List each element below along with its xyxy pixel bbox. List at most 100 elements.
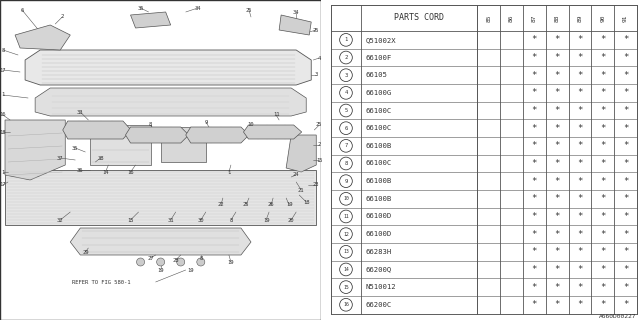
Text: 28: 28: [172, 258, 179, 262]
Text: *: *: [554, 230, 560, 239]
Text: 16: 16: [343, 302, 349, 307]
Text: *: *: [532, 141, 537, 150]
Text: *: *: [600, 141, 605, 150]
Text: *: *: [532, 265, 537, 274]
Polygon shape: [125, 127, 189, 143]
Text: *: *: [623, 230, 628, 239]
Text: 1: 1: [344, 37, 348, 42]
Polygon shape: [279, 15, 311, 35]
Text: *: *: [623, 159, 628, 168]
Text: 66100D: 66100D: [366, 213, 392, 220]
Text: *: *: [554, 300, 560, 309]
Text: *: *: [532, 283, 537, 292]
Text: 15: 15: [127, 218, 134, 222]
Text: 30: 30: [198, 218, 204, 222]
Text: 24: 24: [293, 172, 300, 178]
Circle shape: [196, 258, 205, 266]
Polygon shape: [286, 135, 316, 172]
Text: *: *: [600, 194, 605, 203]
Text: 7: 7: [344, 143, 348, 148]
Polygon shape: [243, 125, 301, 139]
Polygon shape: [15, 25, 70, 50]
Text: Q51002X: Q51002X: [366, 37, 397, 43]
Text: *: *: [554, 212, 560, 221]
Text: 21: 21: [298, 188, 305, 193]
Text: *: *: [623, 300, 628, 309]
Text: 8: 8: [344, 161, 348, 166]
Text: 2: 2: [344, 55, 348, 60]
Text: 66105: 66105: [366, 72, 388, 78]
Text: 90: 90: [600, 14, 605, 22]
Text: 18: 18: [0, 130, 6, 134]
Text: *: *: [600, 230, 605, 239]
Text: *: *: [577, 159, 582, 168]
Text: 15: 15: [316, 157, 323, 163]
Text: 88: 88: [555, 14, 559, 22]
Text: A660D00227: A660D00227: [599, 314, 637, 319]
Text: *: *: [554, 71, 560, 80]
Text: *: *: [532, 159, 537, 168]
Text: 25: 25: [246, 7, 252, 12]
Text: *: *: [532, 212, 537, 221]
Text: 89: 89: [577, 14, 582, 22]
Text: 66100B: 66100B: [366, 196, 392, 202]
Text: *: *: [623, 71, 628, 80]
Text: *: *: [600, 265, 605, 274]
Text: 19: 19: [157, 268, 164, 273]
Text: 22: 22: [218, 203, 224, 207]
Text: 34: 34: [195, 5, 201, 11]
Text: PARTS CORD: PARTS CORD: [394, 13, 444, 22]
Text: 85: 85: [486, 14, 492, 22]
Text: *: *: [623, 106, 628, 115]
Bar: [161, 127, 206, 162]
Text: *: *: [623, 283, 628, 292]
Polygon shape: [131, 12, 171, 28]
Text: *: *: [623, 212, 628, 221]
Text: 35: 35: [72, 146, 79, 150]
Text: 66100G: 66100G: [366, 90, 392, 96]
Text: 20: 20: [288, 218, 294, 222]
Text: 36: 36: [77, 167, 84, 172]
Text: 5: 5: [344, 108, 348, 113]
Circle shape: [177, 258, 185, 266]
Text: *: *: [577, 300, 582, 309]
Text: 3: 3: [344, 73, 348, 78]
Text: *: *: [532, 194, 537, 203]
Text: *: *: [600, 88, 605, 97]
Text: *: *: [577, 212, 582, 221]
Text: 86: 86: [509, 14, 514, 22]
Text: *: *: [532, 247, 537, 256]
Text: 29: 29: [82, 250, 88, 254]
Text: *: *: [577, 88, 582, 97]
Polygon shape: [70, 228, 251, 255]
Text: *: *: [554, 247, 560, 256]
Text: 15: 15: [343, 284, 349, 290]
Text: *: *: [554, 159, 560, 168]
Text: 31: 31: [168, 218, 174, 222]
Text: 11: 11: [273, 113, 279, 117]
Text: *: *: [577, 177, 582, 186]
Text: *: *: [554, 124, 560, 133]
Text: *: *: [554, 53, 560, 62]
Text: *: *: [554, 141, 560, 150]
Text: *: *: [577, 53, 582, 62]
Text: 10: 10: [248, 123, 254, 127]
Text: *: *: [554, 265, 560, 274]
Text: *: *: [600, 71, 605, 80]
Text: 4: 4: [344, 90, 348, 95]
Text: 66283H: 66283H: [366, 249, 392, 255]
Text: 16: 16: [127, 170, 134, 174]
Text: 17: 17: [0, 182, 6, 188]
Text: *: *: [577, 230, 582, 239]
Text: 38: 38: [97, 156, 104, 161]
Text: *: *: [532, 230, 537, 239]
Text: 25: 25: [316, 123, 323, 127]
Text: *: *: [577, 283, 582, 292]
Text: *: *: [554, 106, 560, 115]
Text: N510012: N510012: [366, 284, 397, 290]
Text: 66100B: 66100B: [366, 178, 392, 184]
Text: 6: 6: [344, 126, 348, 131]
Text: *: *: [623, 177, 628, 186]
Text: *: *: [623, 194, 628, 203]
Text: 33: 33: [77, 109, 84, 115]
